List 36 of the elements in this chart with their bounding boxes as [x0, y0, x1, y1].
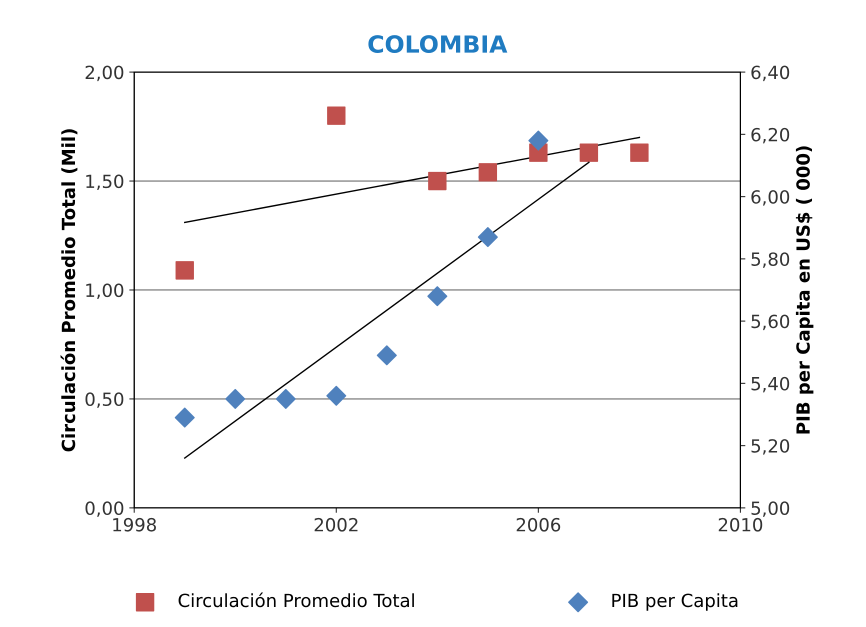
point [528, 130, 548, 151]
y2-axis-title: PIB per Capita en US$ ( 000) [796, 146, 814, 434]
x-tick-label: 2006 [516, 518, 560, 532]
point [427, 286, 448, 306]
point [478, 163, 498, 182]
y2-tick-label: 5,60 [752, 314, 790, 330]
x-tick-label: 2010 [718, 518, 762, 532]
y2-tick-label: 5,00 [752, 501, 790, 517]
point [376, 345, 397, 366]
y2-tick-label: 5,40 [752, 376, 790, 392]
y-axis-title: Circulación Promedio Total (Mil) [60, 129, 78, 452]
point [327, 106, 346, 125]
y-tick-label: 0,00 [85, 501, 124, 517]
legend-label: PIB per Capita [612, 593, 738, 611]
y-tick-label: 0,50 [85, 392, 124, 408]
y2-tick-label: 6,40 [751, 66, 790, 82]
point [174, 408, 195, 428]
point [630, 144, 649, 162]
point [225, 388, 246, 409]
y2-tick-label: 5,80 [752, 252, 790, 268]
point [276, 388, 296, 409]
y-tick-label: 1,00 [86, 283, 124, 299]
y2-tick-label: 5,20 [752, 439, 790, 455]
y-tick-label: 2,00 [86, 66, 124, 82]
point [478, 227, 498, 248]
y-tick-label: 1,50 [86, 174, 124, 190]
point [176, 261, 194, 280]
chart-title: COLOMBIA [368, 35, 508, 53]
point [428, 172, 447, 190]
point [326, 386, 346, 406]
x-tick-label: 1998 [113, 518, 156, 532]
x-tick-label: 2002 [314, 518, 358, 532]
point [580, 144, 598, 162]
legend-label: Circulación Promedio Total [178, 592, 414, 608]
y2-tick-label: 6,00 [751, 190, 790, 206]
y2-tick-label: 6,20 [751, 128, 790, 144]
